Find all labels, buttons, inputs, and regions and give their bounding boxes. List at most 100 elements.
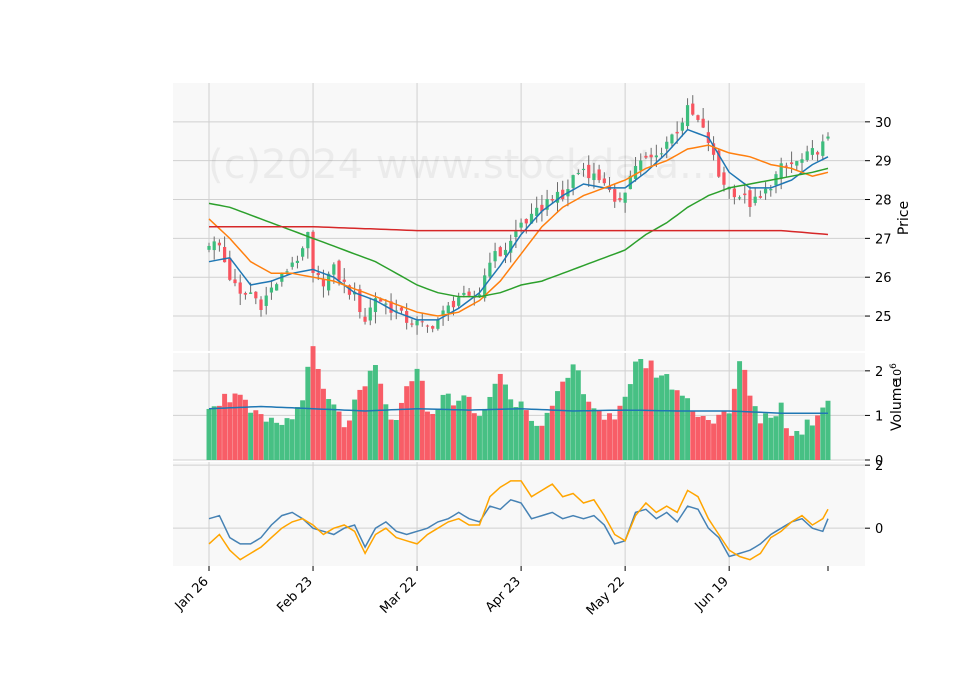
volume-bar (508, 399, 514, 460)
x-tick-label: Jan 26 (172, 574, 212, 614)
volume-bar (232, 393, 238, 460)
candle-body (545, 199, 549, 210)
volume-bar (445, 393, 451, 460)
candle-body (457, 297, 461, 306)
volume-bar (497, 373, 503, 460)
volume-tick-label: 1 (875, 409, 883, 424)
volume-bar (274, 422, 280, 460)
oscillator-line-osc_a (208, 498, 829, 558)
volume-tick-label: 0 (875, 454, 883, 469)
volume-bar (799, 434, 805, 460)
candle-body (451, 300, 456, 308)
candle-body (217, 242, 222, 246)
price-tick-label: 28 (875, 194, 892, 209)
price-tick-label: 25 (875, 310, 892, 325)
price-tick-label: 26 (875, 271, 892, 286)
volume-bar (726, 413, 732, 460)
volume-bar (482, 408, 488, 460)
volume-bar (575, 370, 581, 460)
volume-bar (336, 411, 342, 460)
candle-body (743, 193, 747, 196)
volume-bar (783, 428, 789, 460)
volume-bar (778, 402, 784, 460)
volume-bar (695, 416, 701, 460)
candle-body (691, 103, 695, 115)
average-volume-line (208, 405, 828, 414)
volume-bar (398, 402, 404, 460)
x-tick-label: Feb 23 (274, 574, 316, 616)
volume-bar (357, 389, 363, 460)
volume-bar (555, 391, 560, 460)
candle-body (597, 169, 601, 181)
volume-bar (804, 419, 810, 460)
volume-bar (414, 368, 420, 460)
candle-body (384, 303, 388, 305)
volume-bar (612, 419, 618, 460)
volume-bar (617, 405, 623, 460)
volume-bar (451, 405, 456, 460)
volume-bar (284, 418, 290, 460)
volume-bar (305, 366, 311, 460)
panel-bg-2 (173, 462, 865, 566)
candle-body (488, 262, 492, 277)
oscillator-line-osc_b (208, 480, 829, 561)
candle-body (685, 105, 690, 127)
volume-bar (591, 408, 597, 460)
volume-bar (820, 407, 826, 460)
volume-bar (294, 407, 300, 460)
volume-bar (466, 396, 472, 460)
volume-bar (669, 389, 675, 460)
x-tick-label: Mar 22 (377, 574, 420, 617)
volume-bar (404, 386, 410, 460)
candle-body (696, 115, 700, 120)
volume-bar (659, 375, 665, 460)
volume-bar (383, 404, 389, 460)
candle-body (550, 199, 554, 201)
volume-bar (700, 415, 706, 460)
volume-bar (346, 420, 352, 460)
candle-body (342, 279, 346, 282)
volume-bar (757, 423, 763, 460)
candle-body (249, 292, 253, 294)
candle-body (233, 279, 237, 284)
moving-average-ma_short (208, 128, 829, 321)
candle-body (618, 198, 622, 201)
candle-body (737, 197, 742, 199)
candle-body (628, 175, 632, 190)
volume-bar (211, 406, 217, 460)
volume-bar (513, 407, 519, 460)
candle-body (379, 299, 383, 302)
candle-body (467, 291, 471, 296)
candle-body (711, 143, 716, 155)
volume-tick-label: 2 (875, 365, 883, 380)
candle-body (301, 248, 305, 257)
osc-tick-label: 0 (875, 522, 883, 537)
volume-bar (596, 410, 602, 460)
volume-bar (581, 394, 586, 460)
candle-body (800, 159, 804, 163)
candle-body (290, 262, 294, 267)
candle-body (732, 188, 736, 198)
candle-body (295, 260, 300, 263)
candle-body (524, 218, 528, 224)
volume-bar (643, 368, 649, 460)
x-tick-label: May 22 (584, 574, 628, 618)
candle-body (373, 298, 378, 313)
candle-body (212, 241, 216, 251)
candle-body (613, 189, 617, 202)
volume-bar (331, 404, 337, 460)
candle-body (654, 155, 658, 158)
volume-bar (367, 370, 373, 460)
volume-bar (362, 386, 368, 460)
volume-bar (653, 377, 659, 460)
volume-bar (794, 430, 800, 460)
volume-bar (378, 383, 384, 460)
volume-bar (638, 358, 644, 460)
candle-body (769, 189, 773, 191)
price-tick-label: 30 (875, 116, 892, 131)
candle-body (275, 284, 279, 291)
candle-body (259, 299, 263, 310)
volume-bar (268, 417, 274, 460)
